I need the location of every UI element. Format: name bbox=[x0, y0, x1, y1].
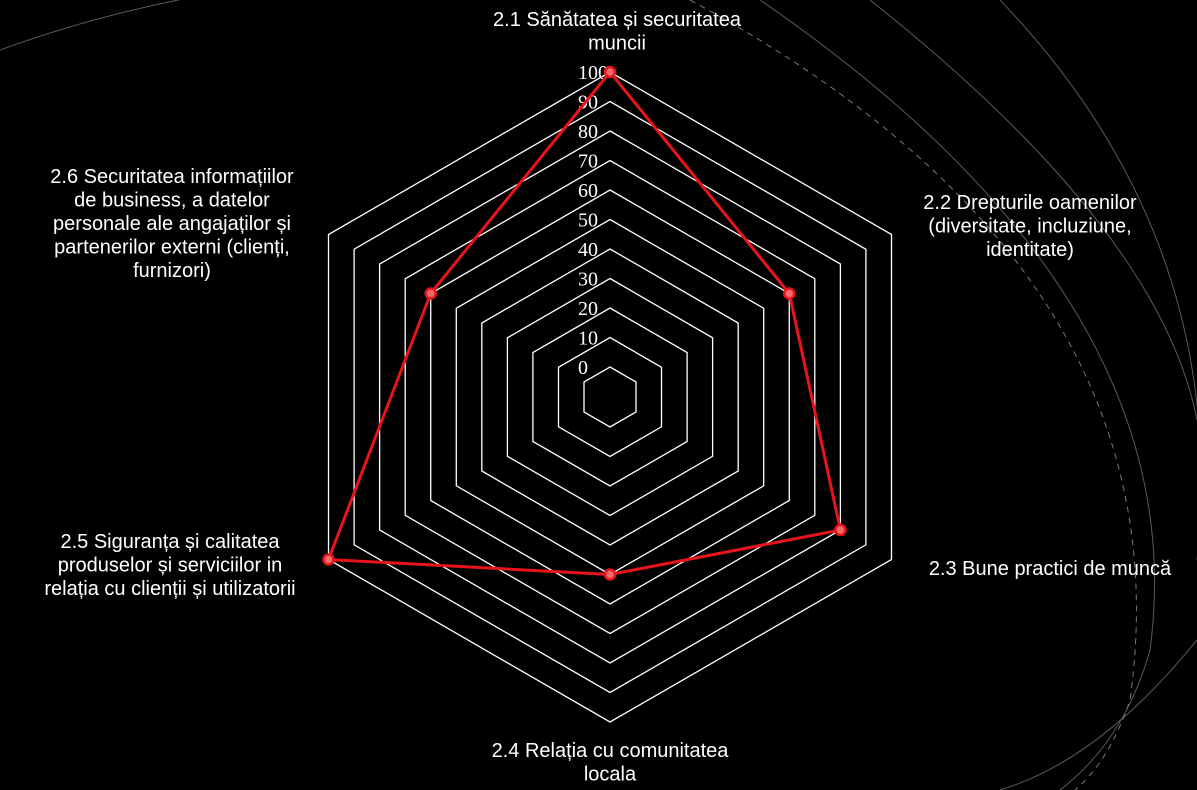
category-label-line: 2.6 Securitatea informațiilor bbox=[50, 166, 294, 188]
data-point bbox=[322, 553, 335, 566]
grid-ring-40 bbox=[481, 248, 739, 546]
background-arc bbox=[999, 0, 1197, 560]
radial-tick-labels: 0 10 20 30 40 50 60 70 80 90 100 bbox=[578, 62, 608, 379]
tick-label: 100 bbox=[578, 62, 608, 84]
grid-ring-0 bbox=[583, 366, 637, 428]
grid-ring-20 bbox=[532, 307, 688, 487]
category-label: 2.1 Sănătatea și securitatea muncii bbox=[493, 9, 742, 55]
background-arc bbox=[689, 0, 1137, 790]
category-label-line: de business, a datelor bbox=[74, 190, 270, 212]
background-arc bbox=[0, 0, 181, 51]
data-point bbox=[834, 523, 847, 537]
grid-ring-100 bbox=[327, 71, 893, 723]
category-label-line: muncii bbox=[588, 33, 646, 55]
data-point bbox=[603, 568, 617, 581]
grid-ring-30 bbox=[506, 277, 714, 517]
category-label-line: furnizori) bbox=[133, 260, 211, 282]
grid-ring-70 bbox=[404, 159, 816, 635]
grid-ring-50 bbox=[455, 218, 765, 576]
tick-label: 10 bbox=[578, 328, 598, 350]
background-arc bbox=[759, 0, 1156, 790]
category-label-line: relația cu clienții și utilizatorii bbox=[44, 578, 295, 600]
category-label: 2.3 Bune practici de muncă bbox=[929, 558, 1172, 580]
data-point bbox=[783, 287, 796, 300]
category-label-line: identitate) bbox=[986, 239, 1074, 261]
category-label: 2.6 Securitatea informațiilor de business… bbox=[50, 166, 294, 282]
data-point bbox=[424, 287, 437, 300]
radar-grid bbox=[327, 71, 893, 723]
tick-label: 30 bbox=[578, 269, 598, 291]
category-label: 2.4 Relația cu comunitatea locala bbox=[492, 740, 730, 786]
category-label-line: partenerilor externi (clienți, bbox=[54, 237, 290, 259]
category-label-line: produselor și serviciilor in bbox=[58, 555, 283, 577]
tick-label: 90 bbox=[578, 92, 598, 114]
tick-label: 40 bbox=[578, 239, 598, 261]
category-label-line: (diversitate, incluziune, bbox=[928, 216, 1131, 238]
tick-label: 50 bbox=[578, 210, 598, 232]
grid-ring-90 bbox=[353, 100, 867, 694]
background-arc bbox=[869, 0, 1197, 421]
tick-label: 20 bbox=[578, 298, 598, 320]
category-label-line: locala bbox=[584, 764, 637, 786]
tick-label: 80 bbox=[578, 121, 598, 143]
category-label-line: 2.5 Siguranța și calitatea bbox=[60, 531, 280, 553]
category-label-line: 2.4 Relația cu comunitatea bbox=[492, 740, 730, 762]
category-label-line: 2.1 Sănătatea și securitatea bbox=[493, 9, 742, 31]
series-layer bbox=[322, 65, 847, 581]
category-label-line: 2.3 Bune practici de muncă bbox=[929, 558, 1172, 580]
category-label: 2.5 Siguranța și calitatea produselor și … bbox=[44, 531, 295, 600]
category-label: 2.2 Drepturile oamenilor (diversitate, in… bbox=[923, 192, 1137, 261]
category-labels: 2.1 Sănătatea și securitatea muncii 2.2 Dr… bbox=[44, 9, 1172, 786]
category-label-line: personale ale angajaților și bbox=[53, 213, 291, 235]
tick-label: 70 bbox=[578, 151, 598, 173]
data-point bbox=[603, 65, 617, 79]
tick-label: 60 bbox=[578, 180, 598, 202]
grid-ring-10 bbox=[557, 336, 663, 458]
category-label-line: 2.2 Drepturile oamenilor bbox=[923, 192, 1137, 214]
grid-ring-60 bbox=[430, 189, 790, 605]
background-arc bbox=[999, 639, 1197, 790]
grid-ring-80 bbox=[378, 130, 842, 664]
tick-label: 0 bbox=[578, 357, 588, 379]
